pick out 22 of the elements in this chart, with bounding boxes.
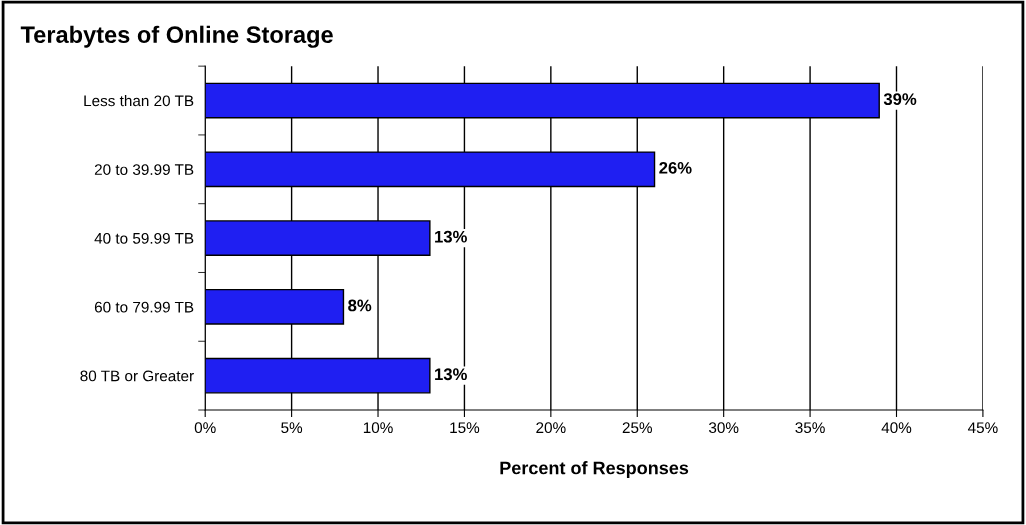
x-tick-label: 15% <box>450 422 480 434</box>
data-label: 13% <box>435 368 467 381</box>
x-tick-label: 30% <box>708 422 739 434</box>
x-tick-label: 10% <box>363 422 393 434</box>
data-label: 39% <box>883 93 917 106</box>
y-tick-label: 80 TB or Greater <box>80 370 194 382</box>
x-tick-label: 35% <box>795 422 825 434</box>
x-tick-label: 5% <box>281 422 303 434</box>
x-tick-label: 45% <box>967 422 998 434</box>
x-tick-label: 0% <box>194 422 216 434</box>
data-label: 13% <box>435 230 467 243</box>
y-tick-label: 60 to 79.99 TB <box>94 301 194 313</box>
x-tick-label: 40% <box>881 422 912 434</box>
y-tick-label: 20 to 39.99 TB <box>94 164 194 175</box>
chart-title: Terabytes of Online Storage <box>20 25 333 48</box>
data-label: 26% <box>659 161 692 174</box>
data-label: 8% <box>348 299 372 312</box>
x-axis-title: Percent of Responses <box>500 461 689 478</box>
y-tick-label: 40 to 59.99 TB <box>94 232 194 244</box>
y-tick-label: Less than 20 TB <box>84 95 194 107</box>
x-tick-label: 20% <box>536 422 566 434</box>
x-tick-label: 25% <box>622 422 653 434</box>
